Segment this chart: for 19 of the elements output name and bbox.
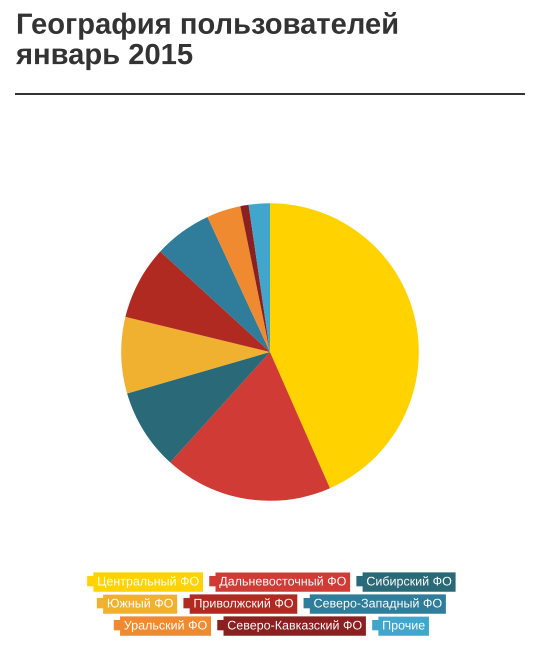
pie-slice bbox=[240, 204, 270, 352]
pie-slice bbox=[270, 203, 419, 488]
legend-label: Северо-Кавказский ФО bbox=[228, 620, 362, 632]
pie-slice bbox=[170, 352, 330, 501]
chart-title: География пользователей январь 2015 bbox=[16, 12, 398, 70]
pie-slice bbox=[121, 316, 270, 394]
pie-slice bbox=[125, 252, 270, 352]
legend-label: Северо-Западный ФО bbox=[314, 598, 442, 610]
pie-slice bbox=[207, 206, 270, 352]
legend-label: Дальневосточный ФО bbox=[219, 576, 346, 588]
legend-label: Южный ФО bbox=[108, 598, 173, 608]
legend-label: Сибирский ФО bbox=[366, 576, 452, 588]
pie-slice bbox=[127, 352, 270, 462]
legend-label: Прочие bbox=[383, 620, 425, 632]
legend-label: Уральский ФО bbox=[124, 620, 207, 632]
legend-label: Центральный ФО bbox=[98, 576, 199, 588]
legend-label: Приволжский ФО bbox=[194, 598, 293, 610]
pie-slice bbox=[160, 216, 270, 352]
pie-slice bbox=[248, 203, 270, 352]
